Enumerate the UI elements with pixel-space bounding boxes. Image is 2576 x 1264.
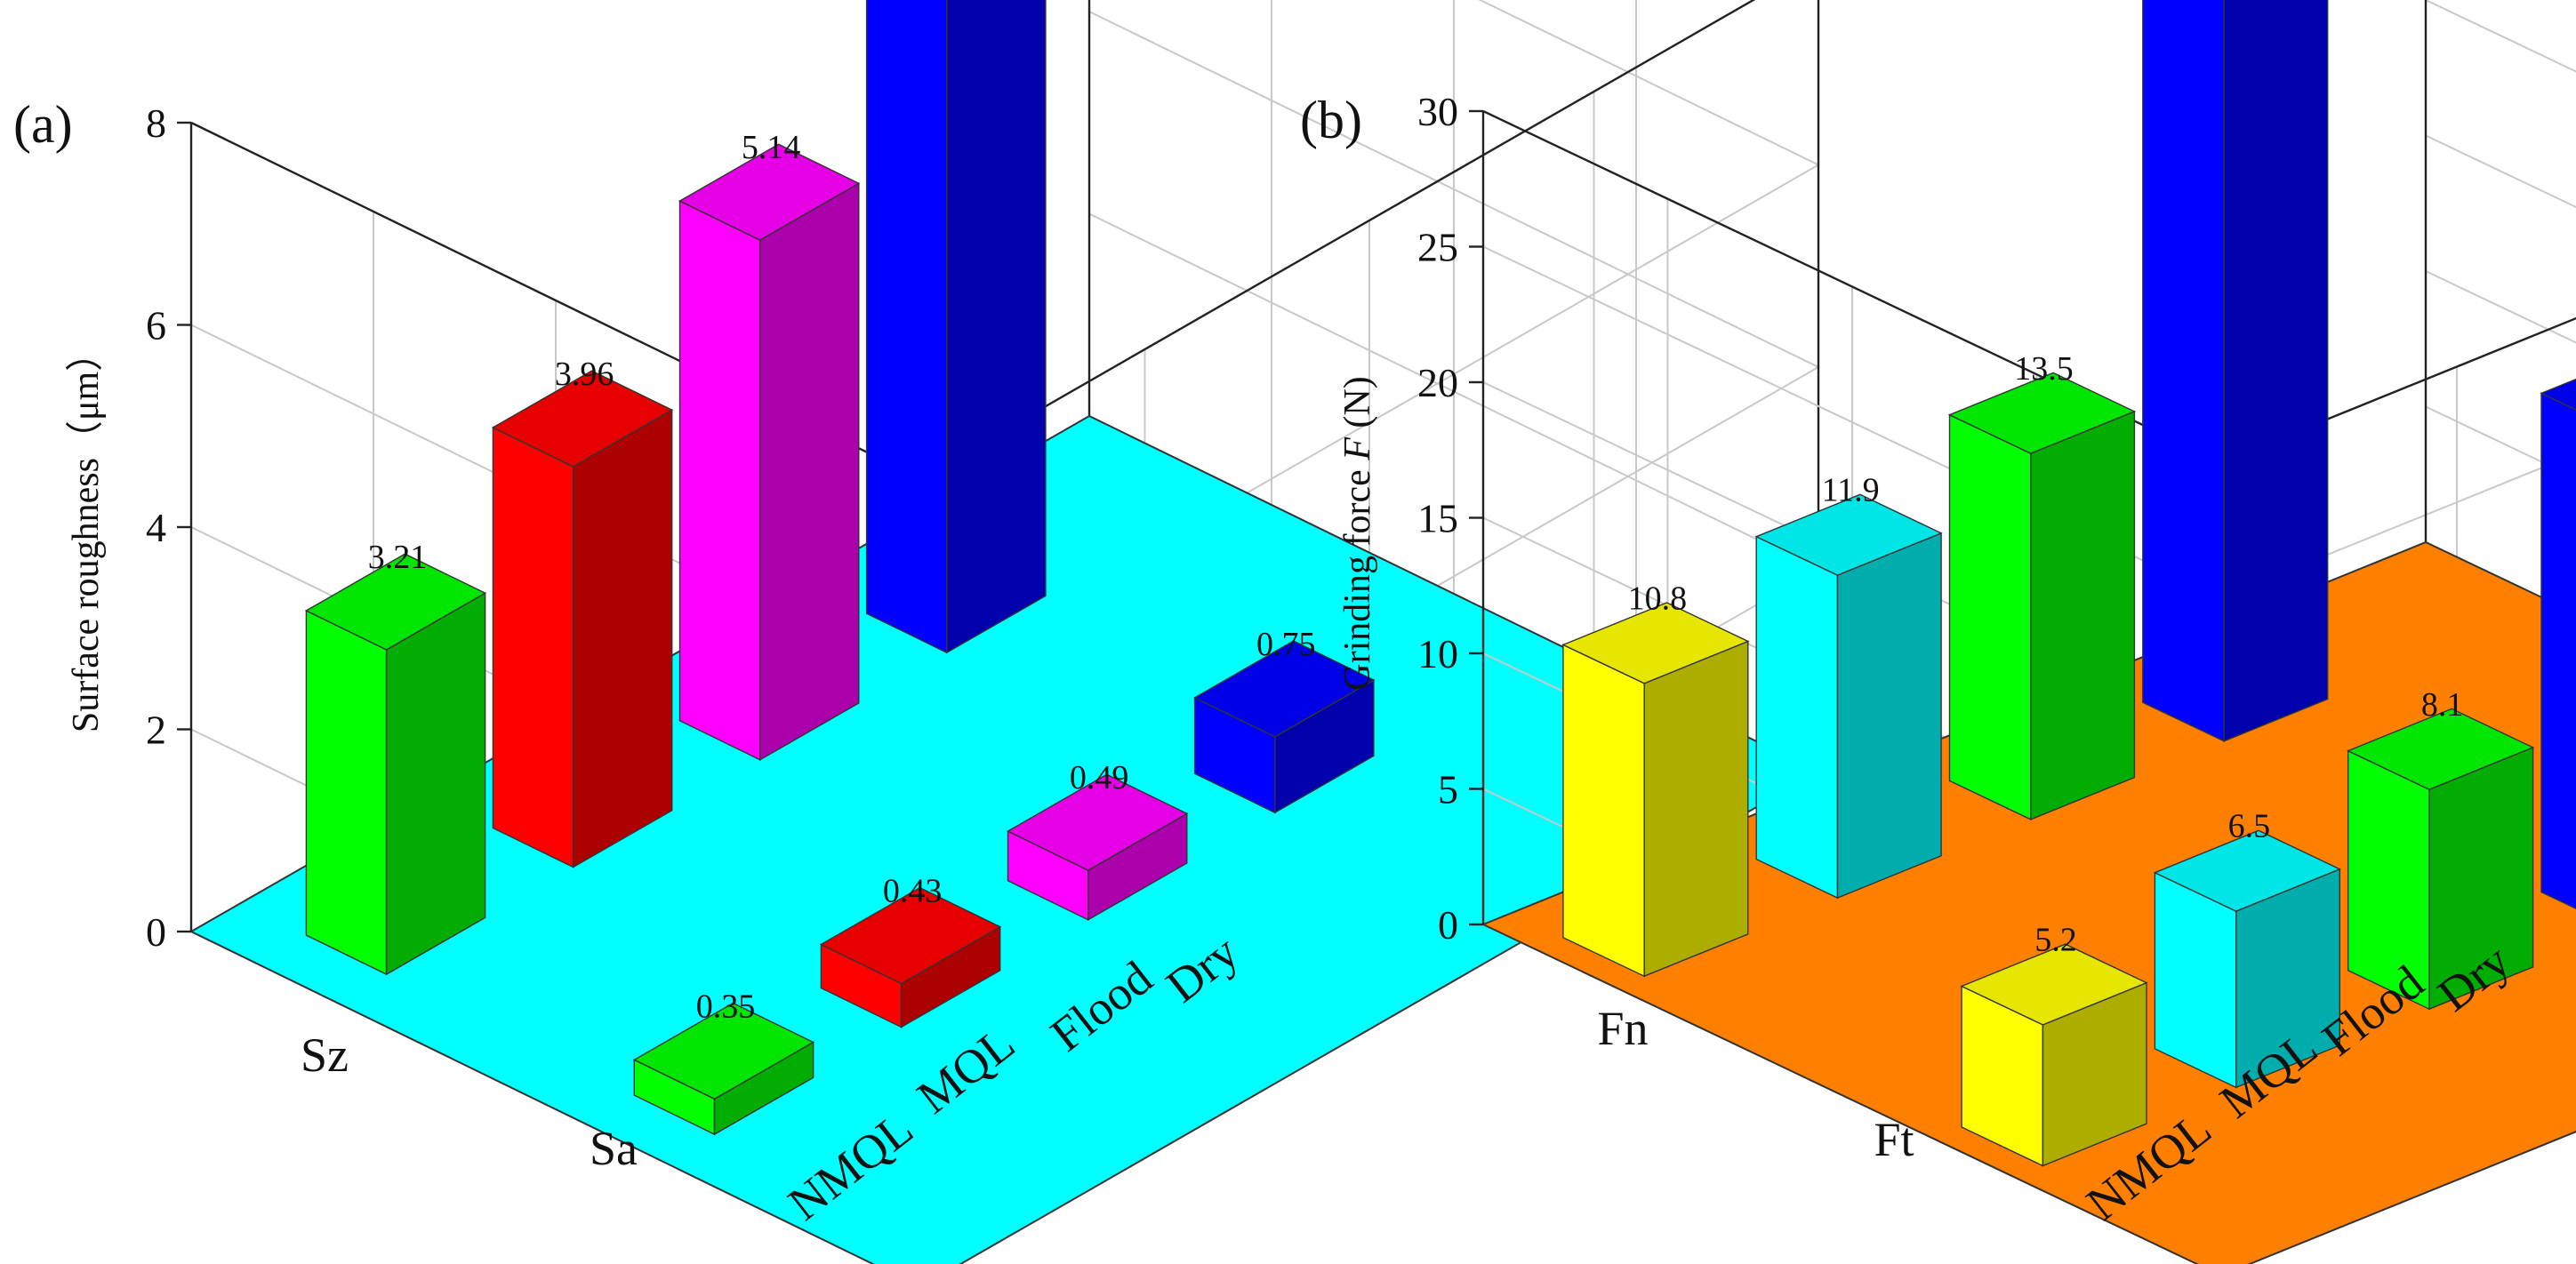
panel-a-bars [304,0,1376,1136]
value-label-nmql-fn: 10.8 [1628,580,1688,617]
category-label-sz: Sz [301,1028,349,1082]
y-tick-label: 6 [146,303,166,348]
wall-top-edge [1482,109,2576,464]
panel-b-y-axis: 0 5 10 15 20 25 30 [1417,89,1483,948]
panel-b-bars [1561,0,2576,1167]
panel-a-label: (a) [13,95,73,154]
bar-mql-fn [1754,493,1943,900]
value-label-dry-sa: 0.75 [1256,626,1316,663]
y-tick-label: 20 [1417,360,1458,405]
y-tick-label: 15 [1417,496,1458,541]
y-tick-label: 4 [146,505,166,550]
panel-a-y-axis-title: Surface roughness（μm） [66,334,107,732]
wall-top-edge [190,0,1756,480]
bar-mql-sa [819,886,1002,1028]
value-label-flood-ft: 8.1 [2421,686,2464,724]
bar-dry-fn [2142,0,2329,742]
value-label-flood-sa: 0.49 [1070,759,1129,796]
y-tick-label: 8 [146,100,166,146]
value-label-nmql-ft: 5.2 [2034,922,2077,959]
bar-flood-fn [1947,372,2137,821]
value-label-nmql-sz: 3.21 [368,539,428,576]
bar-flood-sa [1007,773,1189,922]
category-label-sa: Sa [590,1122,638,1175]
y-tick-label: 0 [146,909,166,955]
bar-dry-sz [865,0,1047,654]
category-label-fn: Fn [1597,1002,1648,1055]
panel-a-y-axis: 0 2 4 6 8 [146,100,191,955]
y-tick-label: 2 [146,708,166,753]
panel-b-grinding-force-chart: 0 5 10 15 20 25 30 (b) Grinding force F (N) Fn… [1300,0,2576,1264]
bar-flood-sz [678,143,861,762]
category-label-ft: Ft [1874,1113,1914,1166]
value-label-mql-sz: 3.96 [555,356,614,393]
value-label-mql-ft: 6.5 [2228,808,2271,845]
bar-mql-sz [491,370,674,868]
value-label-nmql-sa: 0.35 [696,988,756,1025]
value-label-flood-sz: 5.14 [742,129,801,166]
y-tick-label: 10 [1417,631,1458,676]
value-label-flood-fn: 13.5 [2014,350,2074,388]
value-label-mql-fn: 11.9 [1822,472,1880,509]
bar-nmql-sz [304,553,487,976]
bar-nmql-fn [1561,602,1750,978]
bar-nmql-sa [632,1002,815,1136]
y-tick-label: 25 [1417,225,1458,270]
panel-b-label: (b) [1300,91,1362,149]
y-tick-label: 0 [1438,902,1458,948]
panel-b-y-axis-title: Grinding force F (N) [1337,376,1378,690]
value-label-mql-sa: 0.43 [883,873,943,910]
bar-dry-sa [1193,640,1376,814]
bar-flood-ft [2346,708,2535,1011]
bar-dry-ft [2540,378,2576,909]
y-tick-label: 30 [1417,89,1458,134]
y-tick-label: 5 [1438,767,1458,812]
bar-nmql-ft [1960,943,2148,1167]
bar-mql-ft [2153,829,2342,1089]
